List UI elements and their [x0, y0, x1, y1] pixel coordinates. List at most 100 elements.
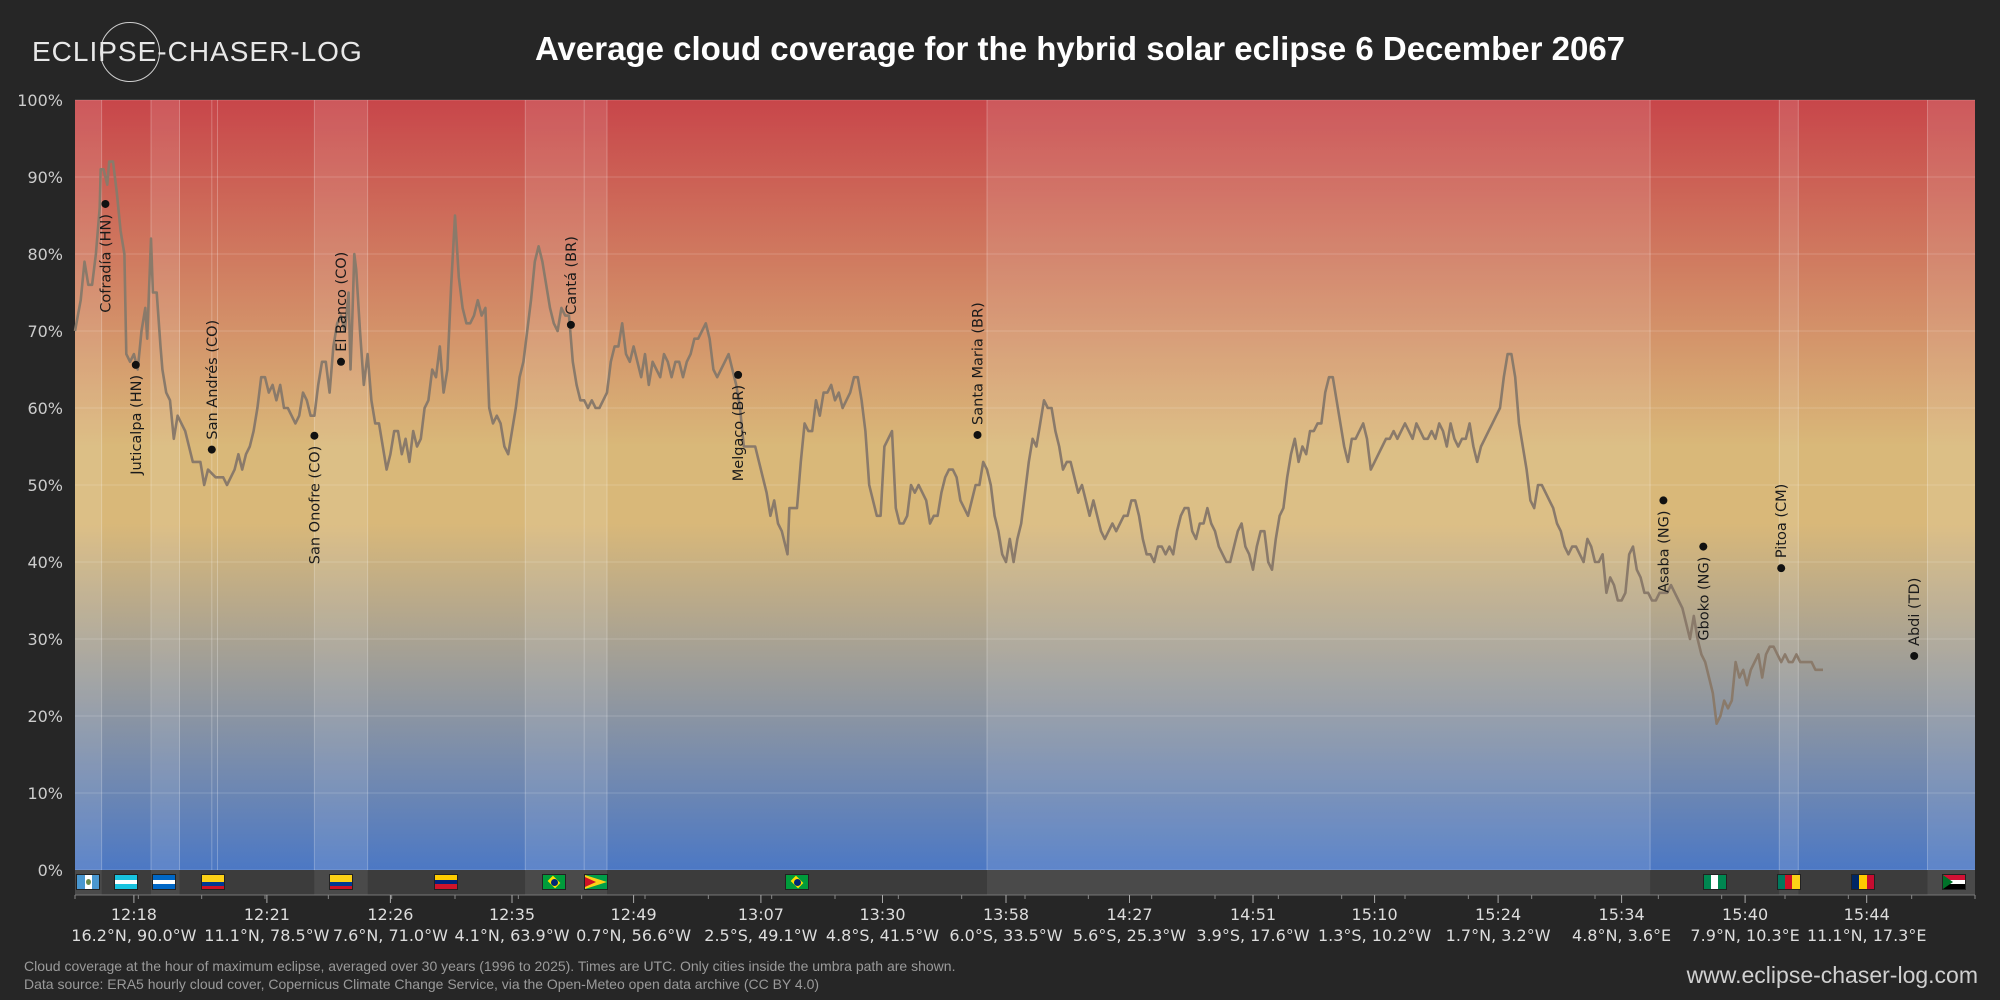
- x-tick-time-label: 14:51: [1230, 905, 1276, 924]
- segment-shade-7: [525, 100, 585, 870]
- footnote-line-2: Data source: ERA5 hourly cloud cover, Co…: [24, 976, 820, 992]
- brand-logo: ECLIPSE-CHASER-LOG: [30, 22, 362, 82]
- city-label: San Onofre (CO): [307, 446, 323, 564]
- city-marker-dot: [734, 370, 743, 379]
- y-axis: 0% 10% 20% 30% 40% 50% 60% 70% 80% 90% 100%: [17, 91, 63, 880]
- city-marker-dot: [1777, 564, 1786, 573]
- cloud-coverage-chart: 0% 10% 20% 30% 40% 50% 60% 70% 80% 90% 100% 12:18 1…: [17, 91, 1976, 945]
- segment-shade-8: [584, 100, 607, 870]
- x-tick-time-label: 15:44: [1844, 905, 1890, 924]
- x-tick-coord-label: 4.1°N, 63.9°W: [454, 926, 569, 945]
- y-tick-label: 0%: [38, 861, 63, 880]
- x-tick-coord-label: 5.6°S, 25.3°W: [1073, 926, 1186, 945]
- x-tick-coord-label: 16.2°N, 90.0°W: [71, 926, 196, 945]
- x-tick-coord-label: 6.0°S, 33.5°W: [949, 926, 1062, 945]
- website-url: www.eclipse-chaser-log.com: [1686, 962, 1978, 988]
- city-marker-dot: [310, 431, 319, 440]
- footnote-line-1: Cloud coverage at the hour of maximum ec…: [24, 958, 956, 974]
- flag-brazil-icon: [541, 874, 566, 890]
- x-tick-time-label: 15:34: [1599, 905, 1645, 924]
- flag-chad-icon: [1850, 874, 1875, 890]
- y-tick-label: 70%: [27, 322, 63, 341]
- city-marker-dot: [1659, 496, 1668, 505]
- city-label: Cofradía (HN): [98, 214, 114, 313]
- x-tick-time-label: 15:10: [1352, 905, 1398, 924]
- border-lines: [101, 100, 1928, 895]
- flag-honduras-icon: [114, 874, 139, 890]
- x-tick-coord-label: 4.8°S, 41.5°W: [826, 926, 939, 945]
- flag-venezuela-icon: [433, 874, 458, 890]
- city-label: Juticalpa (HN): [129, 375, 145, 476]
- city-label: Melgaço (BR): [731, 385, 747, 481]
- city-marker-dot: [337, 357, 345, 366]
- x-tick-time-label: 13:30: [859, 905, 905, 924]
- x-tick-coord-label: 0.7°N, 56.6°W: [576, 926, 691, 945]
- city-marker-dot: [101, 199, 110, 208]
- y-tick-label: 100%: [17, 91, 63, 110]
- x-tick-coord-label: 7.6°N, 71.0°W: [333, 926, 448, 945]
- x-tick-coord-label: 3.9°S, 17.6°W: [1196, 926, 1309, 945]
- flag-guatemala-icon: [76, 874, 101, 890]
- city-marker-dot: [566, 320, 575, 329]
- flag-guyana-icon: [583, 874, 608, 890]
- x-tick-time-label: 12:21: [244, 905, 290, 924]
- logo-text: ECLIPSE-CHASER-LOG: [32, 36, 363, 67]
- flag-cameroon-icon: [1776, 874, 1801, 890]
- flag-sudan-icon: [1942, 874, 1967, 890]
- flag-bar-segment-4: [217, 870, 315, 895]
- city-marker-dot: [973, 430, 982, 439]
- city-label: Cantá (BR): [564, 236, 580, 315]
- y-tick-label: 60%: [27, 399, 63, 418]
- segment-shade-2: [151, 100, 180, 870]
- x-tick-coord-label: 1.3°S, 10.2°W: [1318, 926, 1431, 945]
- series-line: [73, 160, 1823, 725]
- city-marker-dot: [1910, 651, 1919, 660]
- y-tick-label: 50%: [27, 476, 63, 495]
- city-label: El Banco (CO): [334, 252, 350, 352]
- segment-shade-14: [1927, 100, 1975, 870]
- flag-colombia-icon: [200, 874, 225, 890]
- x-tick-coord-label: 11.1°N, 17.3°E: [1807, 926, 1927, 945]
- y-tick-label: 20%: [27, 707, 63, 726]
- x-tick-time-label: 14:27: [1106, 905, 1152, 924]
- footnote: Cloud coverage at the hour of maximum ec…: [24, 957, 955, 993]
- flag-nigeria-icon: [1702, 874, 1727, 890]
- city-label: Abdi (TD): [1907, 578, 1923, 646]
- x-tick-coord-label: 1.7°N, 3.2°W: [1446, 926, 1551, 945]
- x-tick-time-label: 12:49: [611, 905, 657, 924]
- x-tick-time-label: 15:40: [1722, 905, 1768, 924]
- city-markers: Cofradía (HN) Juticalpa (HN) San Andrés (C…: [98, 199, 1923, 660]
- y-tick-label: 90%: [27, 168, 63, 187]
- x-tick-time-label: 15:24: [1475, 905, 1521, 924]
- city-label: Asaba (NG): [1656, 510, 1672, 592]
- x-tick-time-label: 13:07: [738, 905, 784, 924]
- x-tick-coord-label: 4.8°N, 3.6°E: [1572, 926, 1671, 945]
- city-label: Gboko (NG): [1696, 557, 1712, 641]
- city-marker-dot: [1699, 542, 1708, 551]
- flag-colombia-icon: [329, 874, 353, 890]
- flag-brazil-icon: [785, 874, 809, 890]
- x-tick-coord-label: 7.9°N, 10.3°E: [1690, 926, 1799, 945]
- x-tick-time-label: 13:58: [983, 905, 1029, 924]
- flag-bar-segment-10: [987, 870, 1651, 895]
- x-tick-coord-label: 2.5°S, 49.1°W: [704, 926, 817, 945]
- city-label: Pitoa (CM): [1774, 484, 1790, 558]
- segment-shade-5: [314, 100, 368, 870]
- city-label: San Andrés (CO): [205, 320, 221, 440]
- y-tick-label: 80%: [27, 245, 63, 264]
- x-tick-coord-label: 11.1°N, 78.5°W: [204, 926, 329, 945]
- y-tick-label: 10%: [27, 784, 63, 803]
- x-tick-time-label: 12:35: [489, 905, 535, 924]
- y-tick-label: 30%: [27, 630, 63, 649]
- city-marker-dot: [131, 360, 140, 369]
- y-tick-label: 40%: [27, 553, 63, 572]
- segment-shade-12: [1779, 100, 1799, 870]
- flag-bar: [75, 870, 1975, 895]
- logo-ring: [100, 22, 160, 82]
- x-tick-time-label: 12:26: [367, 905, 413, 924]
- city-label: Santa Maria (BR): [971, 302, 987, 425]
- chart-title: Average cloud coverage for the hybrid so…: [534, 30, 1626, 67]
- city-marker-dot: [207, 445, 216, 454]
- x-tick-time-label: 12:18: [111, 905, 157, 924]
- flag-nicaragua-icon: [152, 874, 177, 890]
